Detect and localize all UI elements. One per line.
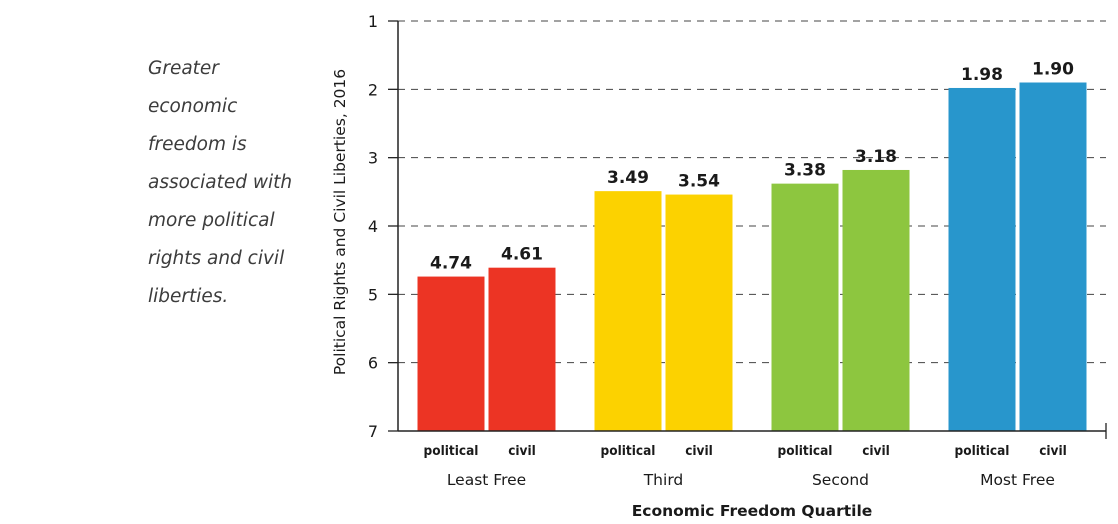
bars [417, 82, 1087, 431]
bar-label-political-0: political [424, 443, 479, 459]
bar-political-3 [948, 87, 1016, 431]
bar-label-civil-1: civil [685, 443, 713, 459]
value-label-political-2: 3.38 [784, 161, 826, 181]
value-label-civil-3: 1.90 [1032, 60, 1074, 80]
y-axis-title: Political Rights and Civil Liberties, 20… [331, 69, 349, 375]
bar-label-political-2: political [778, 443, 833, 459]
bar-civil-2 [842, 169, 910, 431]
bar-label-civil-0: civil [508, 443, 536, 459]
value-label-political-0: 4.74 [430, 254, 472, 274]
bar-label-civil-3: civil [1039, 443, 1067, 459]
bar-civil-1 [665, 194, 733, 431]
y-tick-label-4: 4 [368, 217, 378, 236]
value-label-civil-2: 3.18 [855, 147, 897, 167]
y-tick-label-3: 3 [368, 149, 378, 168]
bar-political-1 [594, 191, 662, 431]
bar-political-2 [771, 183, 839, 431]
value-label-political-3: 1.98 [961, 65, 1003, 85]
y-tick-label-6: 6 [368, 354, 378, 373]
value-label-civil-1: 3.54 [678, 172, 720, 192]
y-tick-label-5: 5 [368, 285, 378, 304]
bar-label-political-3: political [955, 443, 1010, 459]
category-label-3: Most Free [980, 471, 1055, 489]
category-label-1: Third [643, 471, 684, 489]
bar-political-0 [417, 276, 485, 431]
y-tick-label-7: 7 [368, 422, 378, 441]
axes [388, 20, 1107, 439]
category-label-2: Second [812, 471, 869, 489]
y-tick-label-2: 2 [368, 80, 378, 99]
value-label-civil-0: 4.61 [501, 245, 543, 265]
bar-label-political-1: political [601, 443, 656, 459]
labels: 1 2 3 4 5 6 7 4.74 political 4.61 civil Least Free 3… [331, 12, 1074, 520]
y-tick-label-1: 1 [368, 12, 378, 31]
bar-civil-3 [1019, 82, 1087, 431]
x-axis-title: Economic Freedom Quartile [632, 502, 873, 520]
value-label-political-1: 3.49 [607, 168, 649, 188]
chart-caption: Greater economic freedom is associated w… [148, 58, 293, 307]
category-label-0: Least Free [447, 471, 526, 489]
bar-civil-0 [488, 267, 556, 431]
bar-label-civil-2: civil [862, 443, 890, 459]
